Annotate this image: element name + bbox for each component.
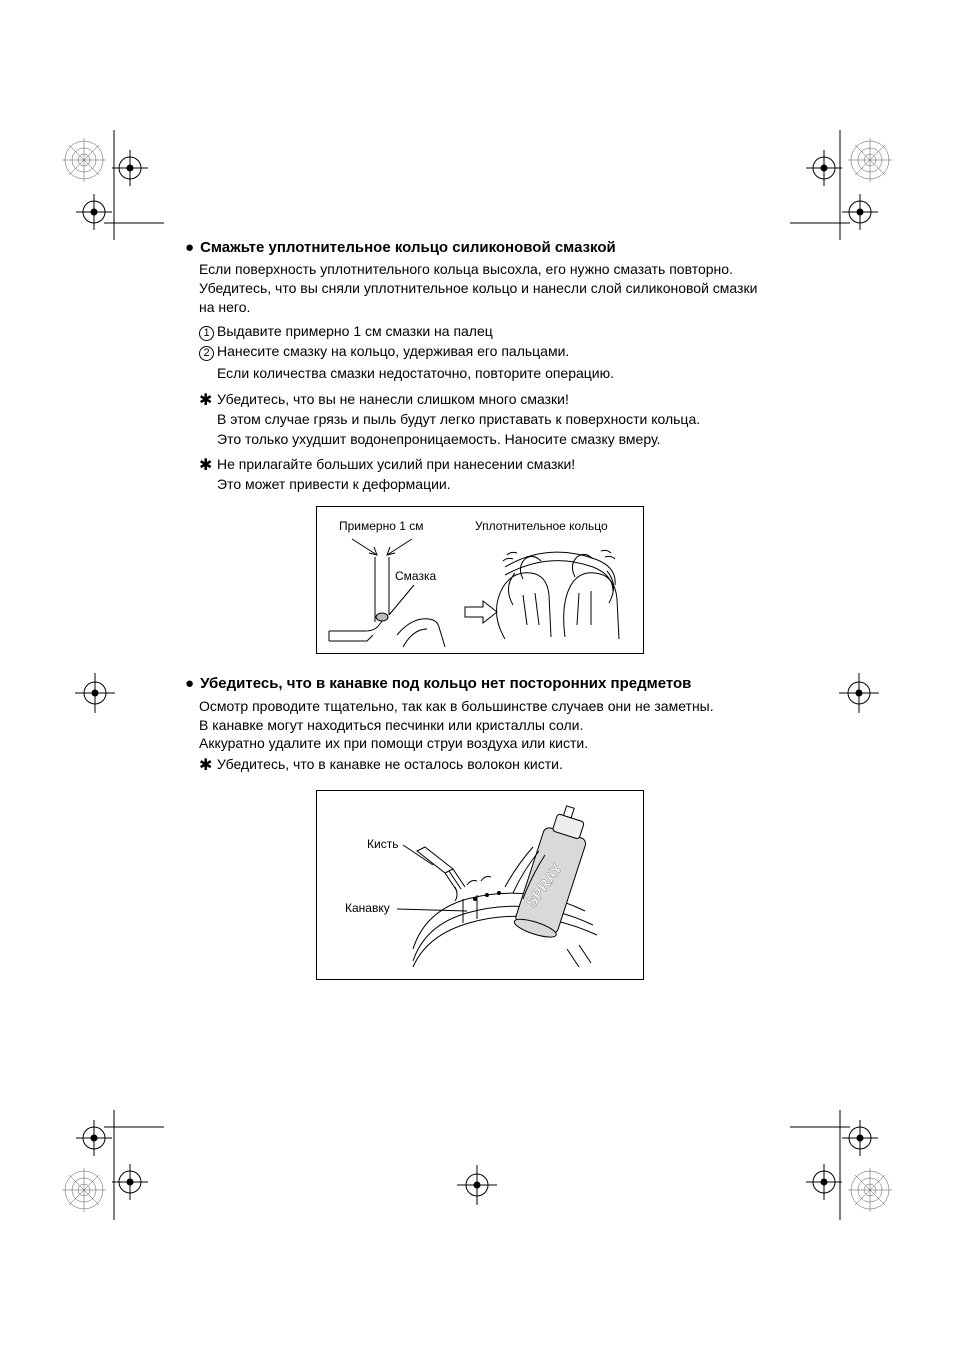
step-1: 1 Выдавите примерно 1 см смазки на палец xyxy=(199,321,775,341)
warning-text: Убедитесь, что в канавке не осталось вол… xyxy=(217,755,775,777)
star-icon: ✱ xyxy=(199,390,217,449)
warning-item: ✱ Убедитесь, что в канавке не осталось в… xyxy=(199,755,775,777)
crop-mark-br xyxy=(790,1110,900,1220)
crop-mark-mr xyxy=(834,668,884,718)
warning-text: Не прилагайте больших усилий при нанесен… xyxy=(217,455,775,494)
bullet-icon: ● xyxy=(185,674,194,694)
warning-text: Убедитесь, что вы не нанесли слишком мно… xyxy=(217,390,775,449)
intro-groove: Осмотр проводите тщательно, так как в бо… xyxy=(199,697,775,754)
star-icon: ✱ xyxy=(199,455,217,494)
section-grease: ● Смажьте уплотнительное кольцо силиконо… xyxy=(185,238,775,654)
star-icon: ✱ xyxy=(199,755,217,777)
figure-groove: Кисть Канавку xyxy=(316,790,644,980)
page: ● Смажьте уплотнительное кольцо силиконо… xyxy=(0,0,954,1350)
warnings-list-2: ✱ Убедитесь, что в канавке не осталось в… xyxy=(199,755,775,777)
crop-mark-tl xyxy=(54,130,164,240)
crop-mark-tr xyxy=(790,130,900,240)
step-note: Если количества смазки недостаточно, пов… xyxy=(217,364,775,383)
step-text: Нанесите смазку на кольцо, удерживая его… xyxy=(217,341,775,361)
step-number-icon: 2 xyxy=(199,346,214,361)
step-2: 2 Нанесите смазку на кольцо, удерживая е… xyxy=(199,341,775,361)
crop-mark-bc xyxy=(452,1160,502,1210)
crop-mark-bl xyxy=(54,1110,164,1220)
step-text: Выдавите примерно 1 см смазки на палец xyxy=(217,321,775,341)
figure-grease-svg xyxy=(317,507,643,653)
intro-grease: Если поверхность уплотнительного кольца … xyxy=(199,260,775,317)
figure-groove-svg: SPRAY xyxy=(317,791,643,979)
warning-item: ✱ Убедитесь, что вы не нанесли слишком м… xyxy=(199,390,775,449)
figure-grease: Примерно 1 см Уплотнительное кольцо Смаз… xyxy=(316,506,644,654)
section-groove: ● Убедитесь, что в канавке под кольцо не… xyxy=(185,674,775,979)
crop-mark-ml xyxy=(70,668,120,718)
step-number-icon: 1 xyxy=(199,326,214,341)
bullet-icon: ● xyxy=(185,238,194,258)
content-area: ● Смажьте уплотнительное кольцо силиконо… xyxy=(185,238,775,1000)
warning-item: ✱ Не прилагайте больших усилий при нанес… xyxy=(199,455,775,494)
heading-groove: Убедитесь, что в канавке под кольцо нет … xyxy=(200,674,691,694)
warnings-list: ✱ Убедитесь, что вы не нанесли слишком м… xyxy=(199,390,775,494)
steps-list: 1 Выдавите примерно 1 см смазки на палец… xyxy=(199,321,775,362)
heading-grease: Смажьте уплотнительное кольцо силиконово… xyxy=(200,238,616,258)
